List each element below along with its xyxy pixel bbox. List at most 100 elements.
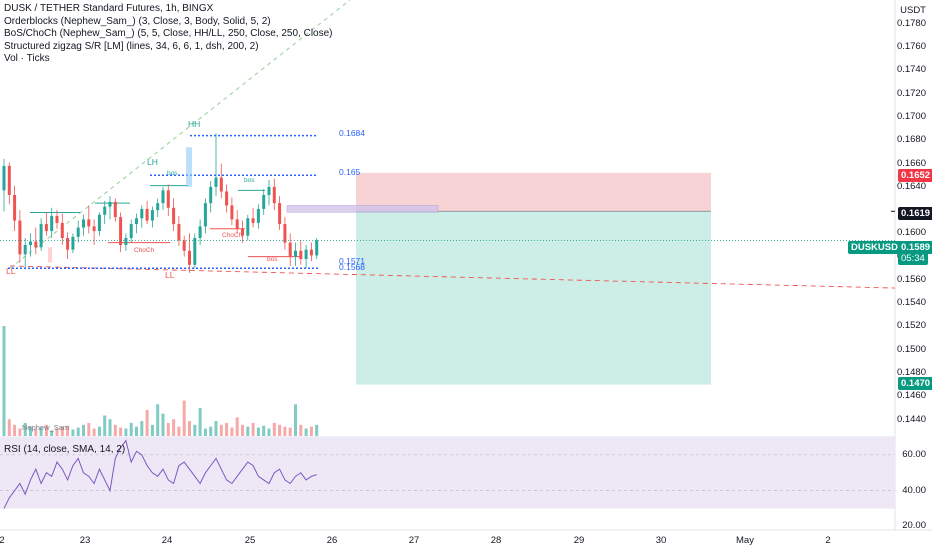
time-tick-label: 23 xyxy=(79,535,91,546)
choch-label-2: ChoCh xyxy=(222,232,243,239)
last-price-tag: 0.1589 xyxy=(898,241,932,254)
volume-bar xyxy=(182,400,186,436)
candle-body xyxy=(66,238,70,250)
volume-bar xyxy=(272,422,276,436)
volume-bar xyxy=(113,424,117,436)
candle-body xyxy=(150,210,154,221)
candle-body xyxy=(34,241,38,248)
candle-body xyxy=(119,217,123,246)
candle-body xyxy=(182,240,186,251)
candle-body xyxy=(214,177,218,187)
volume-bar xyxy=(161,413,165,436)
candle-body xyxy=(198,226,202,239)
volume-bar xyxy=(315,424,319,436)
zigzag-support-up xyxy=(9,0,351,269)
volume-bar xyxy=(119,427,123,436)
symbol-title[interactable]: DUSK / TETHER Standard Futures, 1h, BING… xyxy=(4,3,214,14)
legend-bos-choch[interactable]: BoS/ChoCh (Nephew_Sam_) (5, 5, Close, HH… xyxy=(4,28,333,39)
volume-bar xyxy=(124,428,128,436)
volume-bar xyxy=(166,422,170,436)
volume-bar xyxy=(44,424,48,436)
candle-body xyxy=(193,238,197,265)
candle-body xyxy=(256,208,260,223)
volume-bar xyxy=(256,427,260,436)
volume-bar xyxy=(97,426,101,436)
volume-bar xyxy=(29,426,32,436)
candle-body xyxy=(299,250,303,259)
candle-body xyxy=(129,224,133,239)
price-tick-label: 0.1700 xyxy=(896,111,926,123)
candle-body xyxy=(92,226,96,232)
volume-bar xyxy=(172,419,176,436)
price-tick-label: 0.1600 xyxy=(896,227,926,239)
volume-bar xyxy=(230,427,234,436)
volume-bar xyxy=(76,427,80,436)
volume-bar xyxy=(92,428,96,436)
volume-bar xyxy=(278,424,282,436)
candle-body xyxy=(103,206,107,215)
time-tick-label: 29 xyxy=(573,535,585,546)
volume-bar xyxy=(188,421,191,436)
candle-body xyxy=(315,240,319,256)
hh-label: HH xyxy=(188,119,201,129)
ll-label-left: LL xyxy=(6,266,16,276)
volume-bar xyxy=(294,404,297,436)
stop-price-tag: 0.1652 xyxy=(898,169,932,182)
legend-volume[interactable]: Vol · Ticks xyxy=(4,53,50,64)
rsi-tick-label: 60.00 xyxy=(902,448,926,460)
candle-body xyxy=(39,224,43,248)
volume-bar xyxy=(39,427,43,436)
rsi-band xyxy=(0,437,895,509)
candle-body xyxy=(50,215,54,232)
candle-body xyxy=(166,190,170,208)
volume-bar xyxy=(23,422,27,436)
volume-bar xyxy=(235,417,239,436)
candle-body xyxy=(108,201,112,207)
volume-bar xyxy=(2,326,6,436)
candle-body xyxy=(71,236,75,250)
legend-zigzag[interactable]: Structured zigzag S/R [LM] (lines, 34, 6… xyxy=(4,40,259,52)
candle-body xyxy=(29,241,32,246)
author-watermark: Nephew_Sam xyxy=(22,423,70,432)
candle-body xyxy=(18,220,22,255)
volume-bar xyxy=(193,424,197,436)
time-tick-label: 2 xyxy=(0,535,5,546)
volume-bar xyxy=(140,421,144,436)
rsi-legend[interactable]: RSI (14, close, SMA, 14, 2) xyxy=(4,444,126,455)
volume-bar xyxy=(304,428,308,436)
candle-body xyxy=(230,205,234,220)
volume-bar xyxy=(198,408,202,436)
volume-bar xyxy=(156,404,160,436)
level-label-1571: 0.1571 xyxy=(339,256,365,266)
candle-body xyxy=(97,214,101,232)
candle-body xyxy=(241,228,244,236)
price-tick-label: 0.1480 xyxy=(896,366,926,378)
bos-label-2: bos xyxy=(244,177,255,184)
volume-bar xyxy=(18,428,22,436)
ll-label-mid: LL xyxy=(165,270,175,280)
rsi-tick-label: 20.00 xyxy=(902,520,926,532)
time-tick-label: 27 xyxy=(408,535,420,546)
candle-body xyxy=(124,238,128,246)
legend-orderblocks[interactable]: Orderblocks (Nephew_Sam_) (3, Close, 3, … xyxy=(4,15,271,27)
volume-bar xyxy=(299,424,303,436)
volume-bar xyxy=(82,424,85,436)
volume-bar xyxy=(262,425,266,436)
candle-body xyxy=(44,224,48,232)
candle-body xyxy=(82,219,85,228)
candle-body xyxy=(283,224,287,243)
price-tick-label: 0.1720 xyxy=(896,87,926,99)
candle-body xyxy=(225,191,229,206)
volume-bar xyxy=(219,424,223,436)
volume-bar xyxy=(129,422,133,436)
zigzag-resistance-down xyxy=(9,265,896,289)
price-tick-label: 0.1560 xyxy=(896,273,926,285)
candle-body xyxy=(113,201,117,218)
time-tick-label: 28 xyxy=(490,535,502,546)
volume-bar xyxy=(246,426,250,436)
lh-label: LH xyxy=(147,157,158,167)
volume-bar xyxy=(50,430,54,436)
price-tick-label: 0.1440 xyxy=(896,413,926,425)
